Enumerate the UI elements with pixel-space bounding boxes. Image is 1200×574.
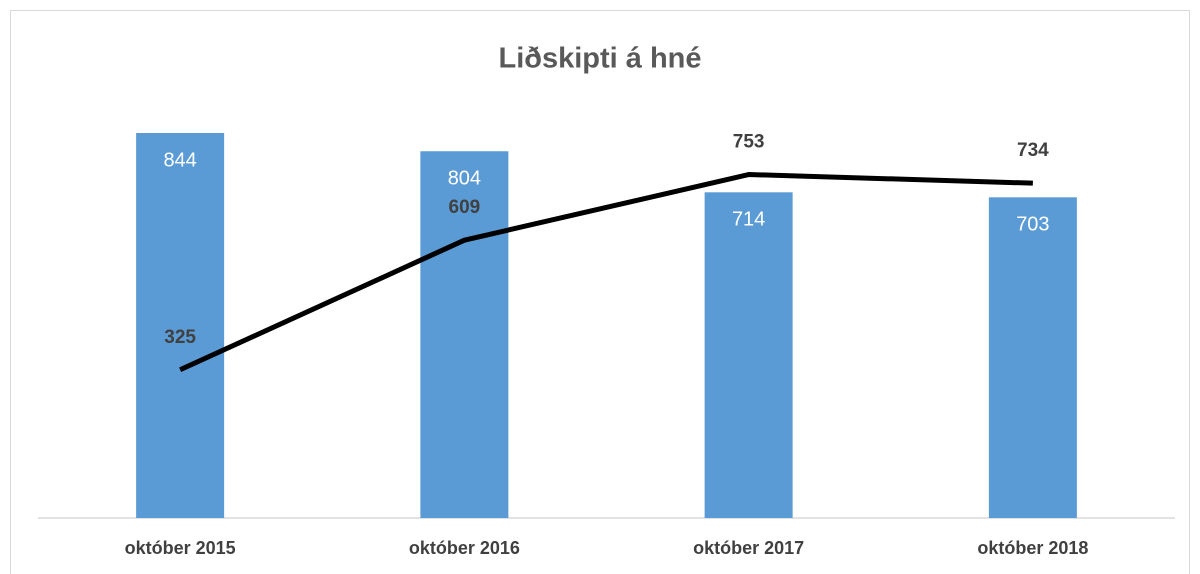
bar [988, 197, 1077, 518]
x-tick-label: október 2015 [125, 538, 236, 558]
bar [420, 151, 509, 518]
x-tick-label: október 2017 [693, 538, 804, 558]
bar [704, 192, 793, 518]
line-value-label: 609 [449, 197, 481, 218]
line-value-label: 753 [733, 132, 765, 153]
chart-title: Liðskipti á hné [498, 43, 701, 75]
line [179, 172, 1033, 373]
line-value-label: 325 [164, 327, 196, 348]
bar-value-label: 844 [163, 149, 196, 171]
x-tick-label: október 2018 [977, 538, 1088, 558]
bar-value-label: 714 [732, 209, 765, 231]
bar [136, 133, 225, 518]
bar-value-label: 804 [448, 168, 481, 190]
x-tick-label: október 2016 [409, 538, 520, 558]
bar-value-label: 703 [1016, 214, 1049, 236]
line-value-label: 734 [1017, 140, 1049, 161]
